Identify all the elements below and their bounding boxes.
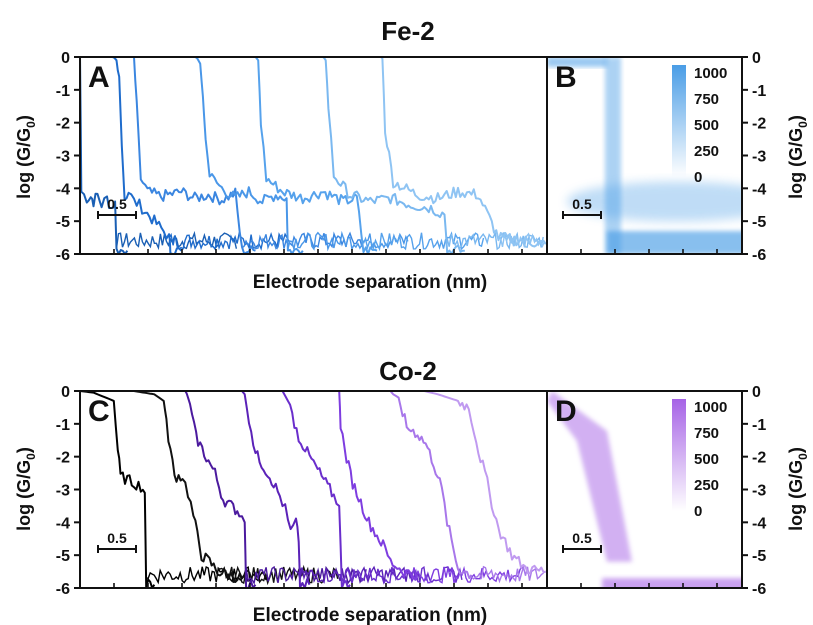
y-tick-label: -2 [56, 450, 70, 467]
trace-line [424, 390, 547, 575]
y-axis-label-left-top: log (G/G0) [14, 115, 38, 199]
colorbar-label: 1000 [694, 399, 727, 416]
noise-floor-line [362, 231, 485, 252]
y-tick-label: -3 [56, 483, 70, 500]
y-tick-label: -1 [752, 417, 766, 434]
density-blob [567, 181, 742, 222]
y-tick-label: -4 [752, 181, 766, 198]
y-tick-label: -2 [752, 450, 766, 467]
co2-title: Co-2 [379, 356, 437, 386]
trace-line [112, 56, 183, 255]
y-tick-label: 0 [61, 384, 70, 401]
y-tick-label: -6 [56, 247, 70, 264]
scale-bar-label: 0.5 [572, 196, 592, 212]
density-blob [547, 57, 607, 67]
trace-line [281, 390, 351, 589]
y-tick-label: -2 [752, 116, 766, 133]
y-tick-label: 0 [752, 384, 761, 401]
y-tick-label: 0 [61, 50, 70, 67]
y-tick-label: -1 [752, 83, 766, 100]
panel-d: 1000 750 500 250 0 [547, 391, 742, 588]
y-tick-label: -4 [752, 515, 766, 532]
colorbar [672, 399, 686, 511]
y-tick-label: -5 [752, 214, 766, 231]
density-blob [605, 57, 621, 254]
noise-floor-line [498, 232, 546, 248]
colorbar-label: 500 [694, 451, 719, 468]
scale-bar-label: 0.5 [107, 196, 127, 212]
colorbar-label: 500 [694, 117, 719, 134]
trace-line [322, 56, 465, 255]
scale-bar-label: 0.5 [572, 530, 592, 546]
y-axis-label-right-bottom: log (G/G0) [786, 447, 810, 531]
trace-line [389, 390, 473, 579]
panel-label: C [88, 395, 110, 428]
y-tick-label: -6 [56, 581, 70, 598]
heatmap-density [547, 57, 742, 254]
noise-floor-line [168, 231, 290, 251]
y-tick-label: -6 [752, 581, 766, 598]
x-axis-label-top: Electrode separation (nm) [253, 272, 487, 293]
density-blob [607, 231, 742, 254]
trace-line [241, 390, 311, 589]
y-axis-label-right-top: log (G/G0) [786, 115, 810, 199]
trace-line [379, 56, 547, 248]
y-axis-label-left-bottom: log (G/G0) [14, 447, 38, 531]
colorbar-label: 750 [694, 91, 719, 108]
noise-floor-line [299, 565, 421, 584]
colorbar-label: 0 [694, 169, 702, 186]
panel-a [79, 56, 547, 255]
panel-label: B [555, 61, 577, 94]
trace-line [254, 56, 378, 255]
colorbar-label: 1000 [694, 65, 727, 82]
trace-line [133, 56, 256, 255]
colorbar [672, 65, 686, 177]
y-tick-label: -6 [752, 247, 766, 264]
noise-floor-line [446, 230, 544, 251]
trace-line [133, 390, 250, 583]
noise-floor-line [403, 565, 525, 584]
y-tick-label: -5 [752, 548, 766, 565]
panel-b: 1000 750 500 250 0 [547, 57, 742, 254]
noise-floor-line [115, 230, 238, 251]
plot-frame [79, 56, 548, 255]
y-tick-label: -4 [56, 515, 70, 532]
fe2-title: Fe-2 [381, 16, 434, 46]
colorbar-label: 0 [694, 503, 702, 520]
y-tick-label: -3 [752, 483, 766, 500]
trace-line [194, 56, 304, 255]
trace-line [338, 390, 419, 581]
y-tick-label: -5 [56, 214, 70, 231]
scale-bar-label: 0.5 [107, 530, 127, 546]
panel-label: A [88, 61, 110, 94]
y-tick-label: 0 [752, 50, 761, 67]
colorbar-label: 250 [694, 143, 719, 160]
x-axis-label-bottom: Electrode separation (nm) [253, 605, 487, 625]
colorbar-label: 750 [694, 425, 719, 442]
y-tick-label: -1 [56, 417, 70, 434]
plot-frame [79, 390, 548, 589]
y-tick-label: -3 [56, 149, 70, 166]
y-tick-label: -4 [56, 181, 70, 198]
noise-floor-line [287, 230, 409, 252]
y-tick-label: -3 [752, 149, 766, 166]
y-tick-label: -1 [56, 83, 70, 100]
heatmap-density [547, 391, 742, 588]
trace-line [184, 390, 257, 589]
y-tick-label: -2 [56, 116, 70, 133]
noise-floor-line [241, 231, 363, 251]
panel-c [79, 390, 547, 589]
density-blob [602, 578, 742, 588]
trace-line [79, 390, 156, 589]
density-blob [547, 391, 632, 562]
panel-label: D [555, 395, 577, 428]
colorbar-label: 250 [694, 477, 719, 494]
y-tick-label: -5 [56, 548, 70, 565]
